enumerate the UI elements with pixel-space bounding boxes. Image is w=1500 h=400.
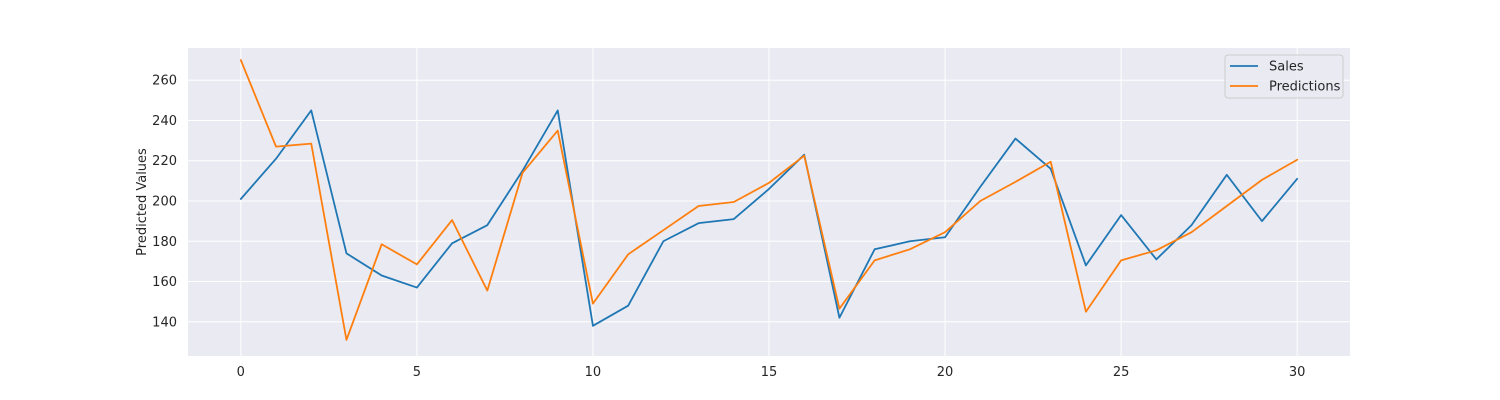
x-tick-label: 10 — [585, 365, 602, 380]
y-tick-label: 140 — [152, 315, 177, 330]
y-tick-label: 220 — [152, 154, 177, 169]
y-tick-label: 240 — [152, 114, 177, 129]
x-tick-label: 15 — [761, 365, 778, 380]
legend-label: Predictions — [1269, 80, 1341, 95]
y-tick-label: 160 — [152, 275, 177, 290]
x-tick-label: 0 — [237, 365, 245, 380]
y-axis: 140 160 180 200 220 240 260 — [152, 74, 177, 331]
x-tick-label: 25 — [1113, 365, 1130, 380]
x-axis: 0 5 10 15 20 25 30 — [237, 365, 1306, 380]
legend-label: Sales — [1269, 60, 1304, 75]
x-tick-label: 30 — [1289, 365, 1306, 380]
series-layer — [239, 59, 1299, 341]
y-tick-label: 260 — [152, 74, 177, 89]
x-tick-label: 5 — [413, 365, 421, 380]
y-tick-label: 200 — [152, 194, 177, 209]
series-line-sales — [239, 109, 1299, 327]
series-line-predictions — [239, 59, 1299, 341]
y-tick-label: 180 — [152, 235, 177, 250]
legend: Sales Predictions — [1224, 54, 1344, 99]
x-tick-label: 20 — [937, 365, 954, 380]
y-axis-label: Predicted Values — [135, 148, 150, 256]
grid — [188, 48, 1350, 356]
